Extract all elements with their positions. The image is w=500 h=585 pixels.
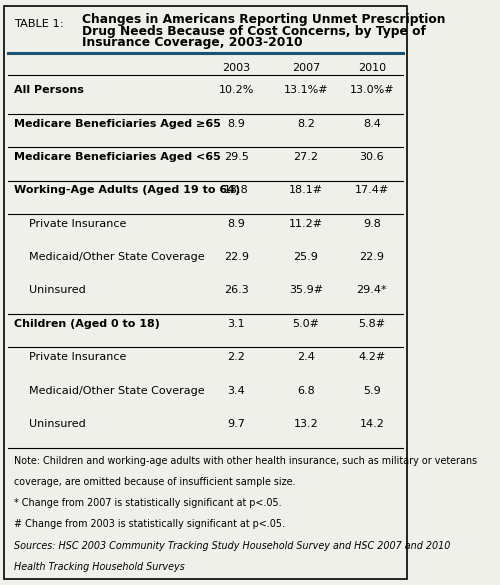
Text: 13.1%#: 13.1%# xyxy=(284,85,329,95)
Text: 11.2#: 11.2# xyxy=(289,219,323,229)
Text: 13.0%#: 13.0%# xyxy=(350,85,394,95)
Text: 13.8: 13.8 xyxy=(224,185,248,195)
Text: 29.4*: 29.4* xyxy=(356,285,387,295)
Text: Medicare Beneficiaries Aged ≥65: Medicare Beneficiaries Aged ≥65 xyxy=(14,119,222,129)
Text: Note: Children and working-age adults with other health insurance, such as milit: Note: Children and working-age adults wi… xyxy=(14,456,477,466)
Text: 5.9: 5.9 xyxy=(363,386,380,395)
Text: Drug Needs Because of Cost Concerns, by Type of: Drug Needs Because of Cost Concerns, by … xyxy=(82,25,426,37)
Text: Working-Age Adults (Aged 19 to 64): Working-Age Adults (Aged 19 to 64) xyxy=(14,185,240,195)
Text: 29.5: 29.5 xyxy=(224,152,248,162)
Text: Private Insurance: Private Insurance xyxy=(29,352,126,362)
Text: TABLE 1:: TABLE 1: xyxy=(14,19,64,29)
Text: Children (Aged 0 to 18): Children (Aged 0 to 18) xyxy=(14,319,160,329)
Text: 17.4#: 17.4# xyxy=(354,185,389,195)
Text: * Change from 2007 is statistically significant at p<.05.: * Change from 2007 is statistically sign… xyxy=(14,498,282,508)
Text: 22.9: 22.9 xyxy=(224,252,248,262)
Text: Medicaid/Other State Coverage: Medicaid/Other State Coverage xyxy=(29,386,204,395)
Text: 8.4: 8.4 xyxy=(363,119,380,129)
Text: 9.7: 9.7 xyxy=(228,419,245,429)
Text: 8.2: 8.2 xyxy=(297,119,315,129)
Text: 13.2: 13.2 xyxy=(294,419,318,429)
Text: 2003: 2003 xyxy=(222,63,250,73)
Text: Uninsured: Uninsured xyxy=(29,419,86,429)
Text: 27.2: 27.2 xyxy=(294,152,318,162)
Text: # Change from 2003 is statistically significant at p<.05.: # Change from 2003 is statistically sign… xyxy=(14,519,285,529)
Text: 2007: 2007 xyxy=(292,63,320,73)
Text: 2.4: 2.4 xyxy=(297,352,315,362)
Text: 2010: 2010 xyxy=(358,63,386,73)
Text: 14.2: 14.2 xyxy=(360,419,384,429)
Text: 35.9#: 35.9# xyxy=(289,285,323,295)
Text: 25.9: 25.9 xyxy=(294,252,318,262)
Text: coverage, are omitted because of insufficient sample size.: coverage, are omitted because of insuffi… xyxy=(14,477,296,487)
Text: 6.8: 6.8 xyxy=(297,386,315,395)
Text: 4.2#: 4.2# xyxy=(358,352,386,362)
Text: 10.2%: 10.2% xyxy=(218,85,254,95)
Text: 26.3: 26.3 xyxy=(224,285,248,295)
Text: Sources: HSC 2003 Community Tracking Study Household Survey and HSC 2007 and 201: Sources: HSC 2003 Community Tracking Stu… xyxy=(14,541,451,550)
Text: Medicare Beneficiaries Aged <65: Medicare Beneficiaries Aged <65 xyxy=(14,152,221,162)
Text: Uninsured: Uninsured xyxy=(29,285,86,295)
Text: 8.9: 8.9 xyxy=(228,119,245,129)
Text: Health Tracking Household Surveys: Health Tracking Household Surveys xyxy=(14,562,185,572)
Text: Insurance Coverage, 2003-2010: Insurance Coverage, 2003-2010 xyxy=(82,36,303,49)
Text: 9.8: 9.8 xyxy=(363,219,380,229)
Text: Private Insurance: Private Insurance xyxy=(29,219,126,229)
Text: 5.8#: 5.8# xyxy=(358,319,386,329)
Text: 3.4: 3.4 xyxy=(228,386,245,395)
Text: 2.2: 2.2 xyxy=(228,352,245,362)
Text: 5.0#: 5.0# xyxy=(292,319,320,329)
Text: 22.9: 22.9 xyxy=(360,252,384,262)
Text: 3.1: 3.1 xyxy=(228,319,245,329)
Text: 8.9: 8.9 xyxy=(228,219,245,229)
Text: All Persons: All Persons xyxy=(14,85,84,95)
Text: 18.1#: 18.1# xyxy=(289,185,323,195)
Text: 30.6: 30.6 xyxy=(360,152,384,162)
Text: Changes in Americans Reporting Unmet Prescription: Changes in Americans Reporting Unmet Pre… xyxy=(82,13,446,26)
Text: Medicaid/Other State Coverage: Medicaid/Other State Coverage xyxy=(29,252,204,262)
